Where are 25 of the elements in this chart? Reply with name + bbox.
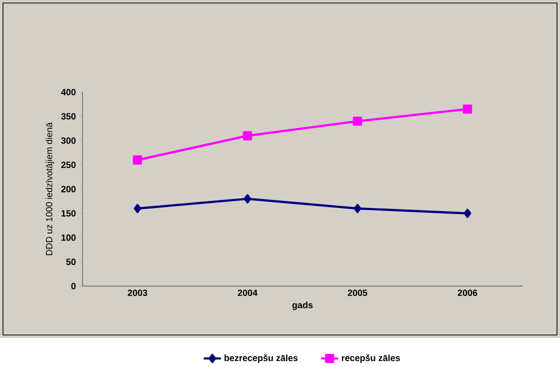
y-tick-label: 250	[61, 162, 76, 168]
point	[242, 131, 252, 141]
y-tick-label: 0	[71, 283, 76, 290]
point	[354, 204, 362, 214]
point	[352, 116, 362, 126]
x-tick-label: 2005	[348, 290, 368, 296]
x-tick-label: 2004	[238, 290, 258, 296]
y-tick-label: 300	[61, 138, 76, 144]
point	[132, 156, 142, 165]
point	[464, 208, 472, 218]
legend-label: recepšu zāles	[342, 354, 400, 364]
point	[462, 104, 472, 114]
y-tick-label: 50	[66, 258, 76, 266]
point	[134, 204, 142, 214]
y-tick-label: 350	[61, 113, 76, 120]
y-axis-title: DDD uz 1000 iedzīvotājiem dienā	[46, 122, 54, 256]
y-tick-label: 100	[62, 234, 76, 242]
y-tick-label: 150	[62, 210, 76, 217]
x-tick-label: 2003	[128, 290, 148, 296]
y-tick-label: 200	[61, 186, 76, 193]
x-axis-title: gads	[292, 302, 313, 310]
legend-label: bezrecepšu zāles	[224, 354, 298, 364]
point	[244, 194, 252, 204]
x-tick-label: 2006	[458, 290, 478, 296]
y-tick-label: 400	[61, 89, 76, 96]
